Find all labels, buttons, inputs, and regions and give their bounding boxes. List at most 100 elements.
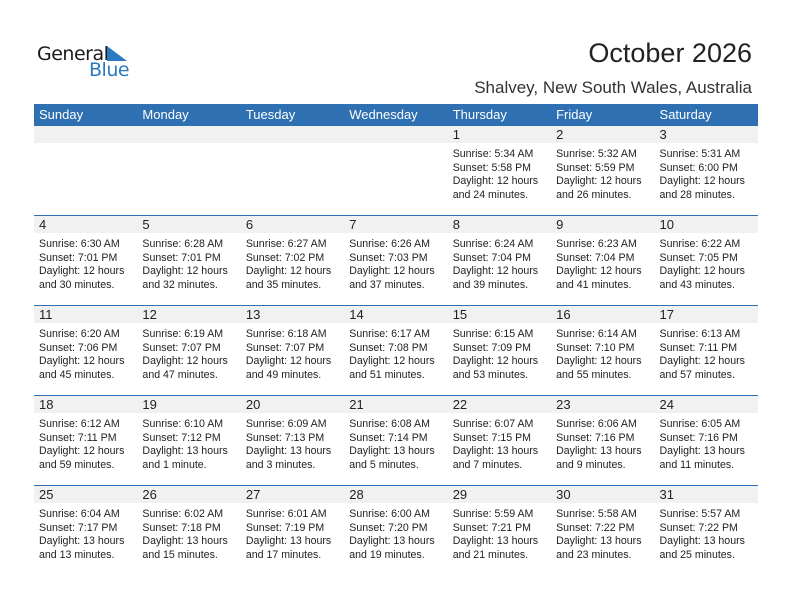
daylight2-text: and 35 minutes. — [245, 278, 322, 291]
sunrise-text: Sunrise: 6:09 AM — [245, 418, 327, 430]
day-info: Sunrise: 6:12 AM Sunset: 7:11 PM Daylight:… — [39, 418, 124, 472]
sunrise-text: Sunrise: 6:12 AM — [39, 418, 120, 430]
sunset-text: Sunset: 7:20 PM — [349, 521, 428, 534]
daylight1-text: Daylight: 13 hours — [659, 445, 745, 457]
day-number: 13 — [245, 307, 261, 322]
day-band — [240, 486, 345, 503]
sunrise-text: Sunrise: 6:15 AM — [452, 328, 534, 340]
daylight1-text: Daylight: 13 hours — [245, 445, 332, 457]
sunset-text: Sunset: 7:09 PM — [452, 341, 532, 354]
day-number: 1 — [452, 127, 460, 142]
day-band — [137, 396, 241, 413]
daylight2-text: and 23 minutes. — [556, 548, 632, 561]
day-band — [551, 126, 655, 143]
sunset-text: Sunset: 7:02 PM — [245, 251, 325, 264]
day-number: 3 — [659, 127, 667, 142]
day-cell: 30 Sunrise: 5:58 AM Sunset: 7:22 PM Dayligh… — [551, 486, 655, 576]
daylight2-text: and 13 minutes. — [39, 548, 115, 561]
sunset-text: Sunset: 6:00 PM — [659, 161, 738, 174]
sunset-text: Sunset: 7:07 PM — [142, 341, 221, 354]
daylight2-text: and 37 minutes. — [349, 278, 425, 291]
day-cell: 17 Sunrise: 6:13 AM Sunset: 7:11 PM Dayligh… — [654, 306, 758, 396]
sunrise-text: Sunrise: 6:23 AM — [556, 238, 637, 250]
day-band — [344, 126, 448, 143]
sunrise-text: Sunrise: 6:24 AM — [452, 238, 534, 250]
day-number: 26 — [142, 487, 157, 502]
week-row: 25 Sunrise: 6:04 AM Sunset: 7:17 PM Dayligh… — [34, 485, 758, 575]
daylight1-text: Daylight: 12 hours — [659, 355, 745, 367]
day-info: Sunrise: 6:28 AM Sunset: 7:01 PM Daylight:… — [142, 238, 227, 292]
sunset-text: Sunset: 5:58 PM — [452, 161, 532, 174]
sunset-text: Sunset: 7:07 PM — [245, 341, 325, 354]
weekday-friday: Friday — [556, 107, 593, 122]
day-info: Sunrise: 6:09 AM Sunset: 7:13 PM Daylight:… — [246, 418, 331, 472]
day-band — [654, 396, 758, 413]
day-info: Sunrise: 6:17 AM Sunset: 7:08 PM Daylight:… — [349, 328, 434, 382]
sunset-text: Sunset: 7:11 PM — [39, 431, 117, 444]
day-band — [654, 306, 758, 323]
logo-text-blue: Blue — [89, 59, 130, 81]
sunrise-text: Sunrise: 6:30 AM — [39, 238, 120, 250]
sunset-text: Sunset: 7:04 PM — [556, 251, 635, 264]
page-title: October 2026 — [588, 38, 752, 68]
sunset-text: Sunset: 7:05 PM — [659, 251, 738, 264]
daylight1-text: Daylight: 12 hours — [39, 355, 125, 367]
day-cell: 16 Sunrise: 6:14 AM Sunset: 7:10 PM Dayligh… — [551, 306, 655, 396]
location: Shalvey, New South Wales, Australia — [474, 78, 752, 97]
daylight1-text: Daylight: 12 hours — [452, 355, 539, 367]
day-info: Sunrise: 6:08 AM Sunset: 7:14 PM Daylight:… — [349, 418, 434, 472]
daylight1-text: Daylight: 12 hours — [452, 265, 539, 277]
sunset-text: Sunset: 7:10 PM — [556, 341, 635, 354]
daylight2-text: and 53 minutes. — [452, 368, 529, 381]
daylight2-text: and 32 minutes. — [142, 278, 218, 291]
day-band — [654, 126, 758, 143]
day-number: 4 — [39, 217, 47, 232]
day-number: 5 — [142, 217, 150, 232]
sunrise-text: Sunrise: 6:02 AM — [142, 508, 224, 520]
day-cell: 28 Sunrise: 6:00 AM Sunset: 7:20 PM Dayligh… — [344, 486, 448, 576]
day-number: 8 — [452, 217, 460, 232]
daylight2-text: and 26 minutes. — [556, 188, 632, 201]
sunset-text: Sunset: 7:16 PM — [659, 431, 738, 444]
sunset-text: Sunset: 7:03 PM — [349, 251, 428, 264]
daylight1-text: Daylight: 13 hours — [142, 445, 228, 457]
day-band — [447, 306, 552, 323]
daylight2-text: and 30 minutes. — [39, 278, 115, 291]
day-band — [137, 216, 241, 233]
day-number: 6 — [245, 217, 254, 232]
sunrise-text: Sunrise: 6:08 AM — [349, 418, 430, 430]
day-number: 30 — [556, 487, 571, 502]
day-number: 14 — [349, 307, 364, 322]
daylight2-text: and 21 minutes. — [452, 548, 529, 561]
day-number: 21 — [349, 397, 364, 412]
day-cell: 14 Sunrise: 6:17 AM Sunset: 7:08 PM Dayligh… — [344, 306, 448, 396]
day-number: 17 — [659, 307, 674, 322]
sunrise-text: Sunrise: 6:04 AM — [39, 508, 120, 520]
daylight2-text: and 3 minutes. — [245, 458, 316, 471]
daylight1-text: Daylight: 12 hours — [556, 175, 642, 187]
weekday-thursday: Thursday — [452, 107, 507, 122]
day-cell: 23 Sunrise: 6:06 AM Sunset: 7:16 PM Dayligh… — [551, 396, 655, 486]
daylight1-text: Daylight: 13 hours — [659, 535, 745, 547]
day-number: 10 — [659, 217, 674, 232]
day-cell: 20 Sunrise: 6:09 AM Sunset: 7:13 PM Dayligh… — [240, 396, 345, 486]
daylight1-text: Daylight: 13 hours — [556, 445, 642, 457]
day-info: Sunrise: 6:24 AM Sunset: 7:04 PM Daylight:… — [453, 238, 538, 292]
sunset-text: Sunset: 7:08 PM — [349, 341, 428, 354]
day-number: 2 — [556, 127, 564, 142]
sunset-text: Sunset: 7:19 PM — [245, 521, 325, 534]
day-cell: 27 Sunrise: 6:01 AM Sunset: 7:19 PM Dayligh… — [240, 486, 345, 576]
day-band — [344, 216, 448, 233]
day-cell: 15 Sunrise: 6:15 AM Sunset: 7:09 PM Dayligh… — [447, 306, 552, 396]
sunrise-text: Sunrise: 6:27 AM — [245, 238, 327, 250]
daylight1-text: Daylight: 13 hours — [245, 535, 332, 547]
day-band — [654, 486, 758, 503]
sunset-text: Sunset: 7:12 PM — [142, 431, 221, 444]
sunrise-text: Sunrise: 6:13 AM — [659, 328, 741, 340]
day-info: Sunrise: 6:01 AM Sunset: 7:19 PM Daylight:… — [246, 508, 331, 562]
day-info: Sunrise: 6:15 AM Sunset: 7:09 PM Daylight:… — [453, 328, 538, 382]
day-cell: 22 Sunrise: 6:07 AM Sunset: 7:15 PM Dayligh… — [447, 396, 552, 486]
day-band — [240, 396, 345, 413]
day-info: Sunrise: 6:27 AM Sunset: 7:02 PM Daylight:… — [246, 238, 331, 292]
sunrise-text: Sunrise: 6:22 AM — [659, 238, 741, 250]
